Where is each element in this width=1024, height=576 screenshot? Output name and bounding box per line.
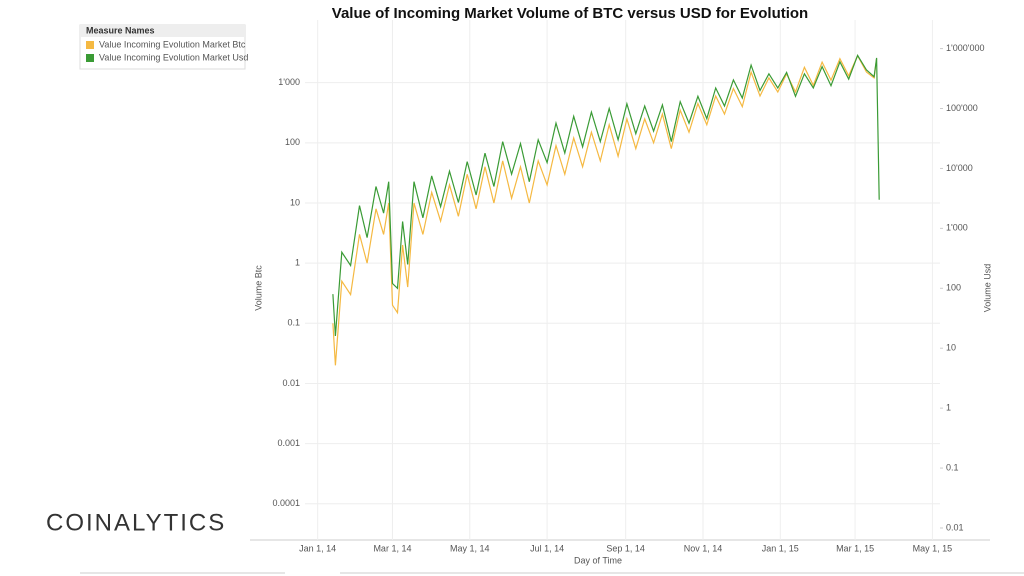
- legend-label: Value Incoming Evolution Market Btc: [99, 39, 246, 49]
- x-tick-label: Nov 1, 14: [684, 543, 723, 553]
- chart-title: Value of Incoming Market Volume of BTC v…: [332, 5, 808, 22]
- x-tick-label: Jul 1, 14: [530, 543, 564, 553]
- x-tick-label: May 1, 15: [913, 543, 953, 553]
- y-tick-label: 0.1: [287, 318, 300, 328]
- y-tick-label: 1'000: [278, 77, 300, 87]
- y2-tick-label: 1'000'000: [946, 43, 984, 53]
- data-line: [332, 54, 880, 337]
- y-tick-label: 0.0001: [272, 498, 300, 508]
- y2-tick-label: 100'000: [946, 103, 978, 113]
- legend-label: Value Incoming Evolution Market Usd: [99, 52, 248, 62]
- y2-tick-label: 1: [946, 403, 951, 413]
- x-tick-label: Jan 1, 14: [299, 543, 336, 553]
- x-tick-label: Sep 1, 14: [606, 543, 645, 553]
- legend-swatch: [86, 54, 94, 62]
- y-axis-label: Volume Btc: [253, 265, 263, 311]
- y2-tick-label: 1'000: [946, 223, 968, 233]
- y-tick-label: 1: [295, 258, 300, 268]
- y2-tick-label: 10'000: [946, 163, 973, 173]
- x-tick-label: Jan 1, 15: [762, 543, 799, 553]
- legend-header: [80, 25, 245, 37]
- y-tick-label: 0.01: [282, 378, 300, 388]
- y2-tick-label: 0.1: [946, 462, 959, 472]
- y-tick-label: 100: [285, 137, 300, 147]
- logo: COINALYTICS: [46, 509, 226, 536]
- y2-axis-label: Volume Usd: [982, 264, 992, 313]
- y2-tick-label: 10: [946, 343, 956, 353]
- data-line: [332, 54, 878, 366]
- x-tick-label: May 1, 14: [450, 543, 490, 553]
- y-tick-label: 0.001: [277, 438, 300, 448]
- y2-tick-label: 100: [946, 283, 961, 293]
- y-tick-label: 10: [290, 197, 300, 207]
- x-tick-label: Mar 1, 15: [836, 543, 874, 553]
- x-axis-label: Day of Time: [574, 555, 622, 565]
- x-tick-label: Mar 1, 14: [373, 543, 411, 553]
- y2-tick-label: 0.01: [946, 522, 964, 532]
- legend-title: Measure Names: [86, 25, 155, 35]
- legend-swatch: [86, 41, 94, 49]
